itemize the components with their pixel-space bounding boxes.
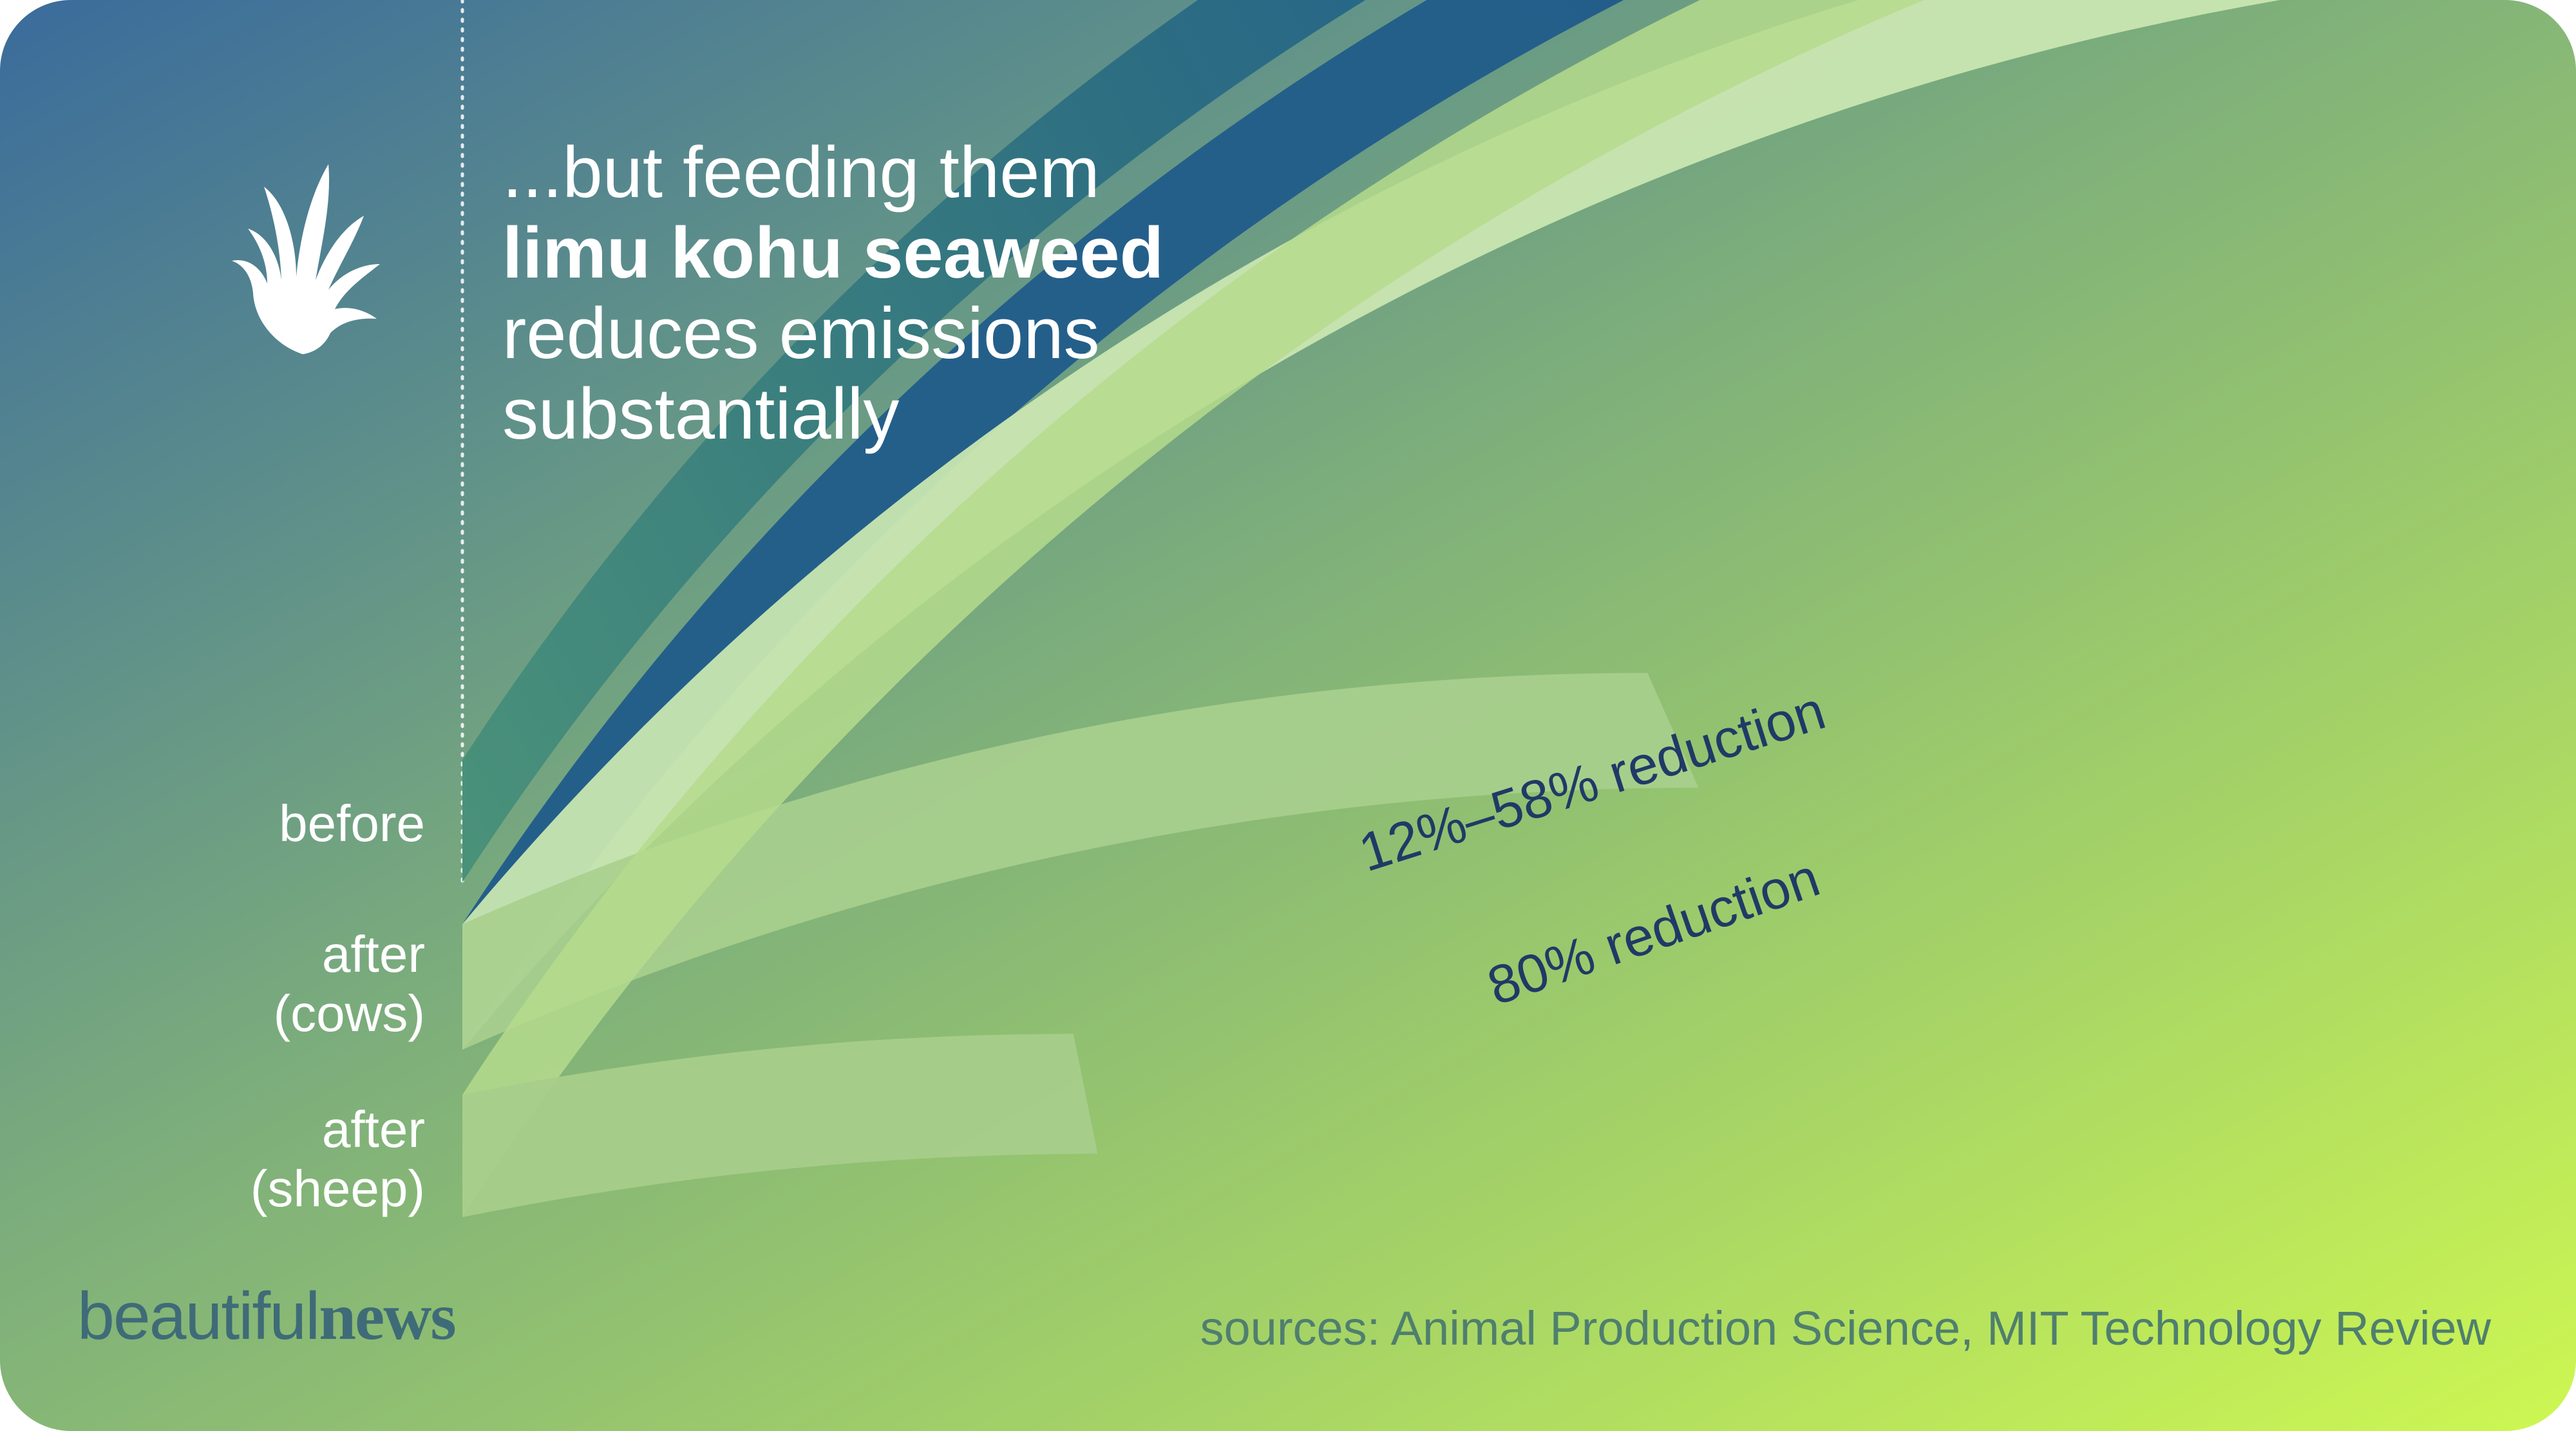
row-label-after-cows: after (cows)	[273, 925, 425, 1042]
row-label-before: before	[279, 795, 425, 852]
logo-light-text: beautiful	[77, 1279, 320, 1354]
headline-line-1: ...but feeding them	[502, 132, 1100, 213]
bar-after-cows-min	[462, 672, 1699, 1050]
headline-line-3: reduces emissions	[502, 293, 1100, 374]
seaweed-icon	[232, 164, 380, 354]
headline-line-2: limu kohu seaweed	[502, 213, 1164, 293]
headline-line-4: substantially	[502, 374, 900, 454]
brand-logo: beautifulnews	[77, 1278, 457, 1355]
chart-arcs	[462, 0, 2281, 1217]
headline: ...but feeding them limu kohu seaweed re…	[502, 132, 1164, 454]
logo-bold-text: news	[319, 1280, 457, 1354]
bar-after-sheep	[462, 1034, 1098, 1217]
sources-note: sources: Animal Production Science, MIT …	[1200, 1302, 2491, 1355]
row-label-after-sheep: after (sheep)	[250, 1101, 425, 1217]
